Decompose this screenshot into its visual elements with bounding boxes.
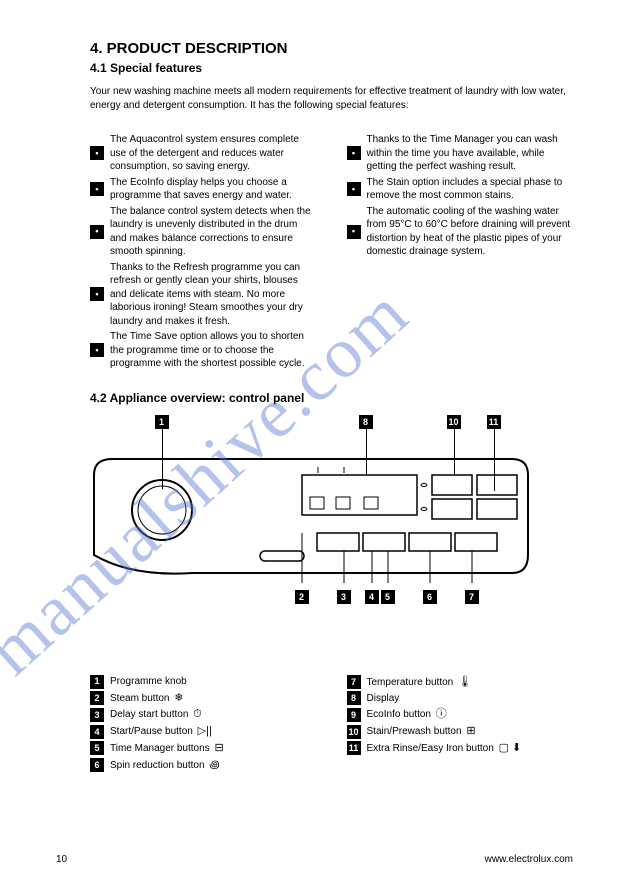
callout-11: 11 bbox=[487, 415, 501, 429]
legend-item: 3Delay start button ⏱ bbox=[90, 707, 317, 722]
panel-drawing bbox=[92, 455, 532, 585]
spin-icon: ꩜ bbox=[209, 759, 219, 771]
delay-icon: ⏱ bbox=[193, 708, 202, 720]
legend-right: 7Temperature button 🌡 8Display 9EcoInfo … bbox=[347, 675, 574, 773]
stain-icon: ⊞ bbox=[466, 725, 475, 737]
legend-left: 1Programme knob 2Steam button ❄ 3Delay s… bbox=[90, 675, 317, 773]
legend-item: 9EcoInfo button ⓘ bbox=[347, 707, 574, 722]
control-panel-diagram: 1 8 10 11 bbox=[92, 415, 572, 635]
rinse-icon: ▢ ⬇ bbox=[499, 742, 522, 754]
legend-item: 11Extra Rinse/Easy Iron button ▢ ⬇ bbox=[347, 741, 574, 756]
intro-paragraph: Your new washing machine meets all moder… bbox=[90, 85, 573, 113]
feature-item: •The EcoInfo display helps you choose a … bbox=[90, 176, 317, 203]
legend-item: 1Programme knob bbox=[90, 675, 317, 689]
legend-item: 10Stain/Prewash button ⊞ bbox=[347, 724, 574, 739]
callout-3: 3 bbox=[337, 590, 351, 604]
callout-8: 8 bbox=[359, 415, 373, 429]
legend-item: 8Display bbox=[347, 691, 574, 705]
section-subtitle: 4.1 Special features bbox=[90, 61, 573, 75]
feature-item: •Thanks to the Refresh programme you can… bbox=[90, 261, 317, 329]
features-left: •The Aquacontrol system ensures complete… bbox=[90, 133, 317, 371]
callout-4: 4 bbox=[365, 590, 379, 604]
features-columns: •The Aquacontrol system ensures complete… bbox=[90, 133, 573, 371]
steam-icon: ❄ bbox=[174, 692, 183, 704]
callout-10: 10 bbox=[447, 415, 461, 429]
features-right: •Thanks to the Time Manager you can wash… bbox=[347, 133, 574, 371]
legend-columns: 1Programme knob 2Steam button ❄ 3Delay s… bbox=[90, 675, 573, 773]
startpause-icon: ▷|| bbox=[198, 725, 212, 737]
feature-item: •Thanks to the Time Manager you can wash… bbox=[347, 133, 574, 174]
legend-item: 5Time Manager buttons ⊟ bbox=[90, 741, 317, 756]
footer-url: www.electrolux.com bbox=[485, 854, 573, 865]
temp-icon: 🌡 bbox=[458, 676, 472, 688]
feature-item: •The Time Save option allows you to shor… bbox=[90, 330, 317, 371]
section-title: 4. PRODUCT DESCRIPTION bbox=[90, 40, 573, 57]
legend-item: 6Spin reduction button ꩜ bbox=[90, 758, 317, 773]
callout-5: 5 bbox=[381, 590, 395, 604]
panel-title: 4.2 Appliance overview: control panel bbox=[90, 391, 573, 405]
feature-item: •The Aquacontrol system ensures complete… bbox=[90, 133, 317, 174]
ecoinfo-icon: ⓘ bbox=[436, 708, 447, 720]
page: 4. PRODUCT DESCRIPTION 4.1 Special featu… bbox=[0, 0, 629, 893]
page-number: 10 bbox=[56, 854, 67, 865]
footer: 10 www.electrolux.com bbox=[0, 854, 629, 865]
legend-item: 7Temperature button 🌡 bbox=[347, 675, 574, 690]
callout-1: 1 bbox=[155, 415, 169, 429]
legend-item: 2Steam button ❄ bbox=[90, 691, 317, 706]
feature-item: •The Stain option includes a special pha… bbox=[347, 176, 574, 203]
callout-6: 6 bbox=[423, 590, 437, 604]
legend-item: 4Start/Pause button ▷|| bbox=[90, 724, 317, 739]
feature-item: •The balance control system detects when… bbox=[90, 205, 317, 259]
callout-2: 2 bbox=[295, 590, 309, 604]
feature-item: •The automatic cooling of the washing wa… bbox=[347, 205, 574, 259]
timemgr-icon: ⊟ bbox=[214, 742, 223, 754]
callout-7: 7 bbox=[465, 590, 479, 604]
